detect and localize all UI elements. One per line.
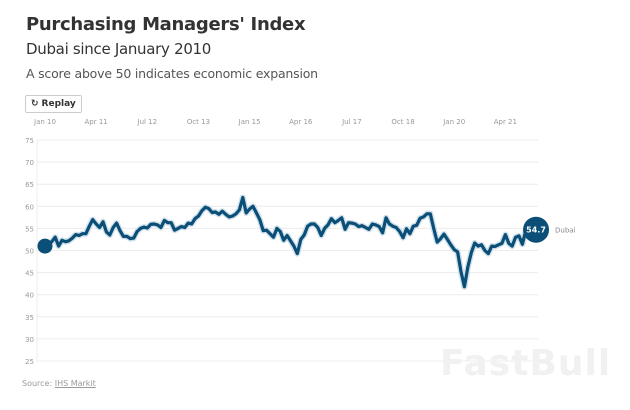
chart-description: A score above 50 indicates economic expa… — [26, 66, 318, 81]
y-tick-label: 50 — [25, 248, 34, 256]
y-tick-label: 30 — [25, 336, 34, 344]
x-tick-label: Apr 21 — [494, 118, 517, 126]
x-tick-label: Apr 16 — [289, 118, 313, 126]
x-tick-label: Jul 12 — [137, 118, 158, 126]
start-point-marker — [37, 238, 53, 254]
replay-label: Replay — [41, 99, 76, 109]
y-tick-label: 35 — [25, 314, 34, 322]
y-tick-label: 60 — [25, 203, 34, 211]
y-tick-label: 25 — [25, 358, 34, 366]
x-tick-label: Jan 20 — [442, 118, 465, 126]
source-link[interactable]: IHS Markit — [54, 379, 96, 388]
chart-subtitle: Dubai since January 2010 — [26, 40, 212, 58]
chart-title: Purchasing Managers' Index — [26, 14, 306, 35]
replay-icon: ↻ — [31, 99, 39, 109]
source-label: Source: — [22, 379, 53, 388]
y-tick-label: 45 — [25, 270, 34, 278]
watermark-logo: FastBull — [440, 343, 612, 384]
series-line-dubai — [44, 195, 538, 289]
end-point-bubble — [523, 216, 550, 243]
replay-button[interactable]: ↻ Replay — [25, 95, 82, 113]
y-tick-label: 40 — [25, 292, 34, 300]
x-tick-label: Oct 13 — [187, 118, 210, 126]
x-tick-label: Apr 11 — [85, 118, 108, 126]
x-tick-label: Jul 17 — [341, 118, 362, 126]
x-tick-label: Jan 15 — [238, 118, 261, 126]
y-tick-label: 65 — [25, 181, 34, 189]
y-tick-label: 70 — [25, 159, 34, 167]
x-tick-label: Jan 10 — [33, 118, 56, 126]
y-tick-label: 75 — [25, 137, 34, 145]
x-tick-label: Oct 18 — [391, 118, 414, 126]
series-name-label: Dubai — [555, 227, 576, 235]
y-tick-label: 55 — [25, 225, 34, 233]
end-value-label: 54.7 — [526, 226, 546, 235]
source-note: Source: IHS Markit — [22, 379, 96, 388]
